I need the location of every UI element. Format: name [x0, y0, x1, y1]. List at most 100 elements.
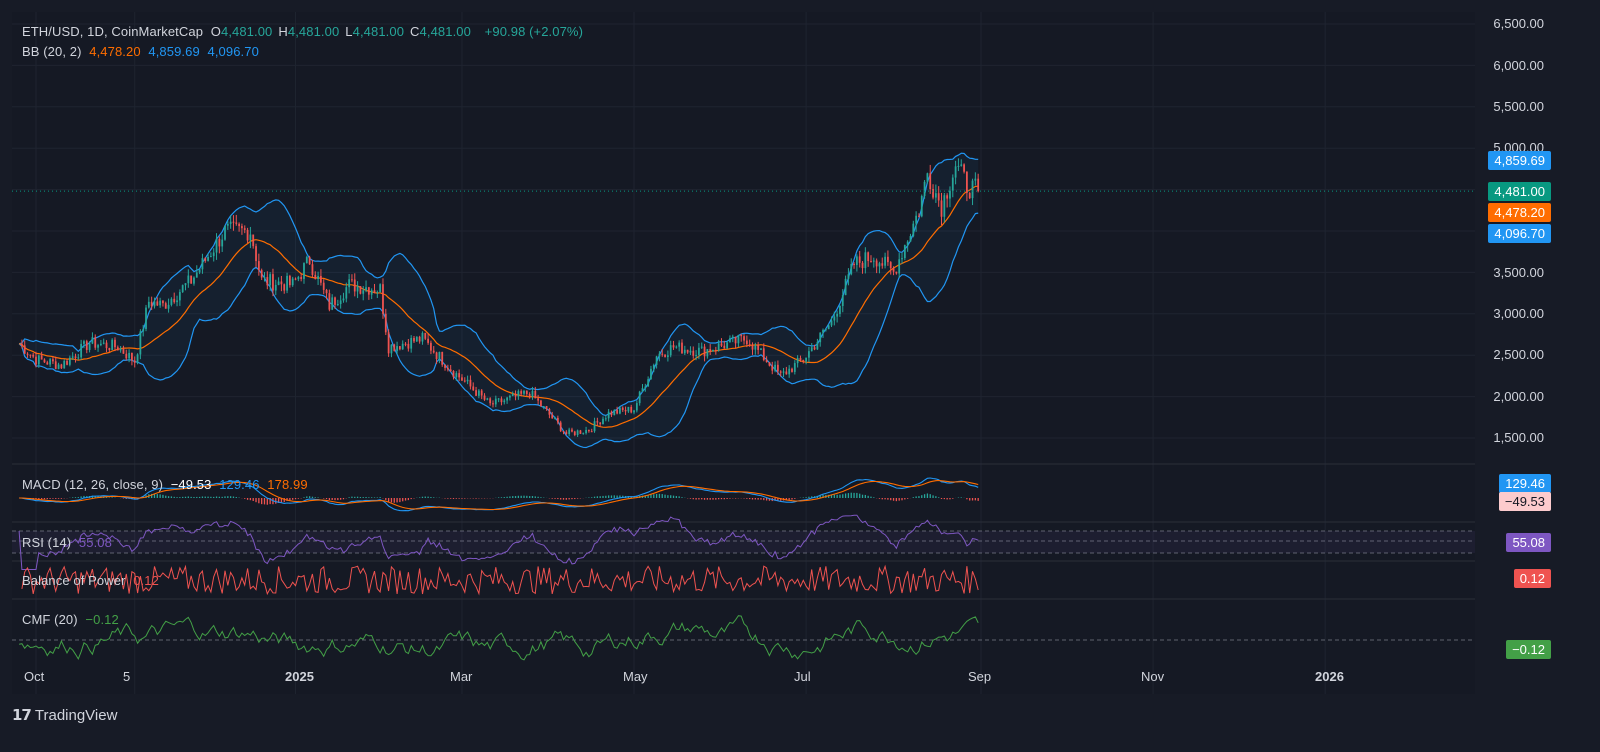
bb-legend[interactable]: BB (20, 2) 4,478.20 4,859.69 4,096.70	[22, 44, 259, 59]
candle-body	[562, 431, 565, 433]
candle-body	[102, 342, 105, 344]
candle-body	[968, 192, 971, 199]
candle-body	[872, 260, 875, 262]
candle-body	[630, 406, 633, 413]
price-change: +90.98 (+2.07%)	[484, 24, 584, 39]
candle-body	[734, 336, 737, 344]
candle-body	[99, 343, 102, 346]
candle-body	[514, 393, 517, 397]
candle-body	[430, 342, 432, 351]
candle-body	[288, 275, 291, 286]
candle-body	[836, 313, 839, 317]
candle-body	[751, 345, 754, 350]
candle-body	[743, 336, 745, 341]
candle-body	[523, 390, 525, 394]
cmf-line	[19, 615, 979, 661]
candle-body	[201, 258, 204, 270]
price-badge: 4,481.00	[1488, 182, 1551, 201]
candle-body	[119, 348, 122, 351]
chart-plot-area[interactable]	[12, 12, 1475, 694]
candle-body	[652, 364, 655, 369]
candle-body	[125, 353, 128, 359]
candle-body	[585, 430, 587, 434]
candle-body	[280, 281, 283, 285]
ohlc-key-l: L	[345, 24, 353, 39]
candle-body	[926, 173, 929, 182]
candle-body	[760, 348, 762, 350]
candle-body	[190, 275, 193, 284]
price-legend: ETH/USD, 1D, CoinMarketCap O4,481.00 H4,4…	[22, 24, 583, 39]
candle-body	[37, 355, 40, 365]
candle-body	[458, 373, 461, 378]
candle-body	[393, 344, 396, 351]
rsi-band	[12, 531, 1475, 553]
candle-body	[714, 349, 717, 351]
candle-body	[455, 373, 458, 378]
candle-body	[545, 406, 548, 410]
candle-body	[235, 222, 238, 224]
cmf-legend[interactable]: CMF (20) −0.12	[22, 612, 119, 627]
candle-body	[855, 256, 858, 266]
candle-body	[359, 286, 362, 294]
candle-body	[765, 360, 768, 363]
candle-body	[221, 239, 224, 247]
candle-body	[878, 263, 881, 267]
candle-body	[387, 332, 390, 354]
macd-line-value: 129.46	[219, 477, 260, 492]
candle-body	[396, 346, 398, 351]
symbol-title[interactable]: ETH/USD, 1D, CoinMarketCap	[22, 24, 204, 39]
rsi-legend[interactable]: RSI (14) 55.08	[22, 535, 112, 550]
candle-body	[616, 410, 619, 414]
candle-body	[974, 178, 977, 181]
candle-body	[658, 353, 661, 357]
time-tick-label: Oct	[24, 669, 45, 684]
candle-body	[486, 398, 489, 400]
candle-body	[669, 345, 672, 356]
candle-body	[413, 338, 415, 342]
candle-body	[308, 257, 311, 265]
candle-body	[867, 252, 870, 262]
bop-legend[interactable]: Balance of Power 0.12	[22, 573, 159, 588]
candle-body	[328, 293, 331, 310]
candle-body	[712, 349, 714, 352]
candle-body	[494, 398, 497, 405]
tradingview-brand[interactable]: 𝟭𝟳 TradingView	[12, 706, 117, 725]
candle-body	[901, 258, 903, 260]
candle-body	[768, 362, 771, 366]
candle-body	[384, 313, 387, 333]
ohlc-value-l: 4,481.00	[352, 24, 405, 39]
macd-legend[interactable]: MACD (12, 26, close, 9) −49.53 129.46 17…	[22, 477, 308, 492]
candle-body	[706, 349, 709, 357]
candle-body	[229, 221, 232, 224]
ohlc-key-c: C	[410, 24, 420, 39]
candle-body	[895, 271, 898, 274]
candle-body	[483, 395, 486, 400]
candle-body	[49, 359, 52, 365]
candle-body	[593, 421, 596, 432]
candle-body	[472, 386, 475, 391]
candle-body	[167, 304, 170, 309]
candle-body	[164, 303, 167, 309]
candle-body	[94, 337, 97, 348]
candle-body	[641, 388, 644, 392]
candle-body	[537, 398, 540, 401]
candle-body	[314, 274, 317, 279]
candle-body	[672, 345, 675, 348]
chart-canvas[interactable]	[12, 12, 1475, 694]
candle-body	[373, 290, 376, 293]
macd-signal-line	[19, 479, 979, 511]
candle-body	[844, 278, 847, 296]
candle-body	[195, 272, 198, 278]
candle-body	[506, 397, 508, 401]
macd-badge: 129.46	[1499, 474, 1551, 493]
ohlc-value-c: 4,481.00	[419, 24, 471, 39]
candle-body	[215, 238, 218, 253]
candle-body	[193, 277, 195, 284]
candle-body	[401, 343, 404, 350]
time-tick-label: Nov	[1141, 669, 1165, 684]
candle-body	[390, 344, 393, 354]
candle-body	[864, 252, 867, 269]
candle-body	[209, 256, 212, 258]
candle-body	[509, 395, 511, 398]
macd-line	[19, 477, 979, 512]
